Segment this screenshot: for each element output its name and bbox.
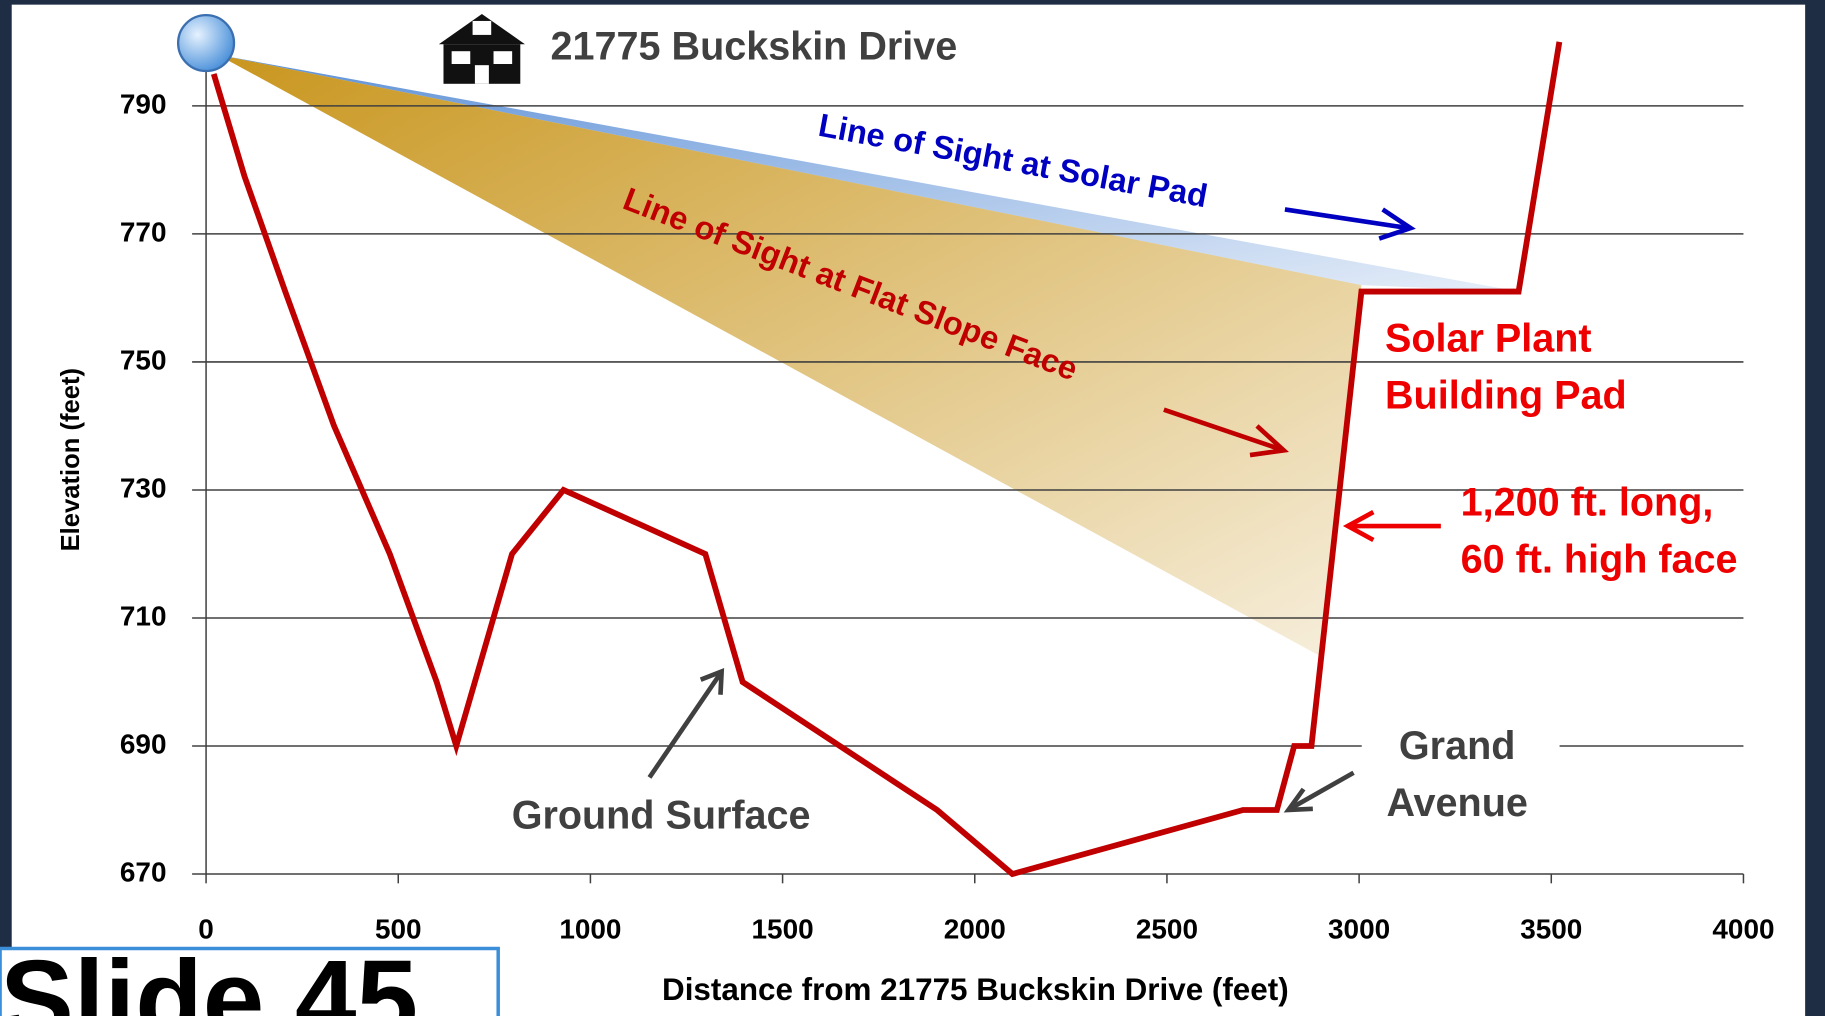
- viewpoint: [176, 13, 236, 73]
- y-tick-label: 690: [120, 728, 167, 759]
- pad-label: Building Pad: [1385, 373, 1627, 417]
- y-tick-label: 770: [120, 216, 167, 247]
- x-tick-label: 3000: [1328, 913, 1390, 944]
- slide-panel: [11, 4, 1806, 1016]
- pad-label: Solar Plant: [1385, 316, 1592, 360]
- x-tick-label: 2000: [944, 913, 1006, 944]
- road-label: Avenue: [1386, 781, 1527, 825]
- y-tick-label: 710: [120, 600, 167, 631]
- sight-area: [217, 54, 1362, 657]
- label-backdrop: [1361, 719, 1560, 836]
- series-label: Ground Surface: [512, 794, 811, 838]
- house-icon: [438, 13, 525, 84]
- chart-title: 21775 Buckskin Drive: [551, 24, 958, 68]
- series-line: [210, 41, 1563, 878]
- face-label: 1,200 ft. long,: [1461, 481, 1714, 525]
- road-label: Grand: [1399, 724, 1515, 768]
- face-label: 60 ft. high face: [1461, 538, 1738, 582]
- x-tick-label: 2500: [1136, 913, 1198, 944]
- arrows: [647, 207, 1441, 813]
- x-tick-label: 1000: [559, 913, 621, 944]
- x-tick-label: 500: [375, 913, 422, 944]
- plot: [210, 41, 1563, 878]
- y-axis-label: Elevation (feet): [57, 368, 85, 551]
- y-tick-label: 730: [120, 472, 167, 503]
- y-tick-label: 790: [120, 88, 167, 119]
- y-tick-label: 670: [120, 856, 167, 887]
- x-tick-label: 1500: [752, 913, 814, 944]
- x-axis-label: Distance from 21775 Buckskin Drive (feet…: [662, 972, 1289, 1007]
- slide-label: Slide 45: [0, 938, 418, 1016]
- y-tick-label: 750: [120, 344, 167, 375]
- x-tick-label: 4000: [1712, 913, 1774, 944]
- x-tick-label: 0: [198, 913, 214, 944]
- x-tick-label: 3500: [1520, 913, 1582, 944]
- slide-box: [0, 946, 500, 1016]
